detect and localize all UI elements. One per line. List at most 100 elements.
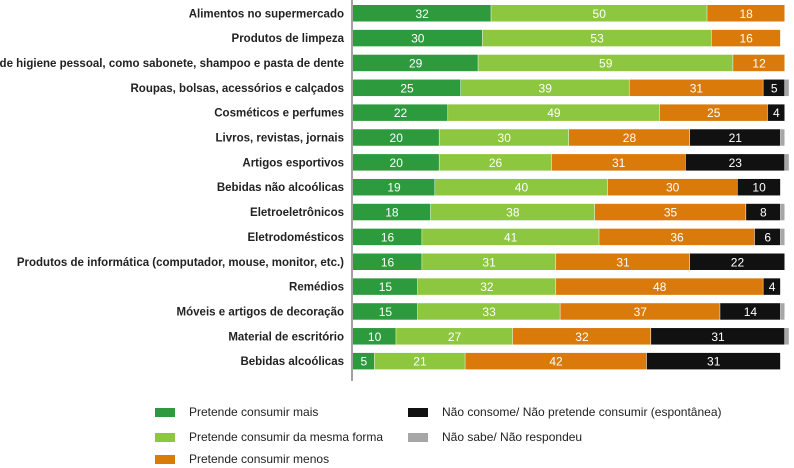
data-label: 41 (504, 230, 518, 244)
data-label: 30 (411, 32, 425, 46)
bar-segment (353, 54, 478, 72)
category-label: Roupas, bolsas, acessórios e calçados (131, 83, 345, 95)
bar-segment (763, 79, 785, 97)
data-label: 31 (616, 255, 630, 269)
data-label: 53 (590, 32, 604, 46)
category-label: Alimentos no supermercado (189, 8, 344, 20)
data-label: 20 (390, 156, 404, 170)
bar-segment (353, 203, 431, 221)
category-label: Artigos esportivos (242, 157, 344, 169)
data-label: 38 (506, 206, 520, 220)
category-label: Bebidas não alcoólicas (217, 182, 344, 194)
data-label: 30 (498, 131, 512, 145)
data-label: 19 (387, 181, 401, 195)
bar-segment (430, 203, 595, 221)
legend-label: Não consome/ Não pretende consumir (espo… (442, 405, 722, 419)
bar-segment (556, 253, 690, 270)
legend-swatch (155, 432, 175, 442)
data-label: 16 (739, 32, 753, 46)
bar-segment (780, 129, 785, 146)
category-label: Bebidas alcoólicas (240, 356, 344, 368)
data-label: 14 (744, 305, 758, 319)
bar-segment (353, 178, 435, 196)
category-label: Produtos de informática (computador, mou… (17, 257, 344, 269)
bar-segment (746, 203, 781, 221)
bar-segment (461, 79, 629, 97)
bar-segment (551, 154, 686, 171)
bar-segment (353, 29, 483, 47)
data-label: 30 (666, 181, 680, 195)
bar-segment (780, 203, 785, 221)
legend-item-consumir-menos: Pretende consumir menos (155, 452, 329, 466)
bar-segment (353, 228, 422, 246)
bar-segment (353, 79, 461, 97)
category-label: Livros, revistas, jornais (216, 133, 344, 145)
legend-item-nao-sabe: Não sabe/ Não respondeu (408, 430, 582, 444)
category-label: Eletroeletrônicos (250, 207, 344, 219)
bar-segment (439, 154, 552, 171)
category-label: Remédios (289, 282, 344, 294)
bar-segment (785, 154, 789, 171)
bar-segment (767, 104, 785, 121)
data-label: 36 (670, 230, 684, 244)
data-label: 22 (731, 255, 745, 269)
data-label: 59 (599, 56, 613, 70)
legend-item-nao-consome: Não consome/ Não pretende consumir (espo… (408, 405, 722, 419)
data-label: 31 (711, 330, 725, 344)
bar-segment (435, 178, 608, 196)
data-label: 21 (729, 131, 743, 145)
bar-segment (448, 104, 660, 121)
bar-segment (711, 29, 781, 47)
category-label: Produtos de higiene pessoal, como sabone… (0, 58, 344, 70)
data-label: 28 (623, 131, 637, 145)
category-label: Eletrodomésticos (248, 232, 345, 244)
data-label: 18 (385, 206, 399, 220)
data-label: 27 (448, 330, 462, 344)
bar-segment (707, 5, 785, 22)
bar-segment (763, 278, 781, 295)
bar-segment (720, 303, 781, 320)
legend-swatch (155, 407, 175, 417)
category-label: Material de escritório (228, 331, 344, 343)
bar-segment (353, 129, 439, 146)
category-labels: Alimentos no supermercado Produtos de lim… (0, 8, 345, 368)
bar-segment (478, 54, 733, 72)
data-label: 12 (752, 56, 766, 70)
data-label: 16 (381, 230, 395, 244)
bar-segment (439, 129, 569, 146)
data-label: 42 (549, 355, 563, 369)
legend-item-mesma-forma: Pretende consumir da mesma forma (155, 430, 383, 444)
bar-segment (685, 154, 785, 171)
bar-segment (353, 154, 439, 171)
data-label: 35 (664, 206, 678, 220)
bar-segment (353, 253, 422, 270)
data-label: 5 (771, 81, 778, 95)
data-label: 21 (413, 355, 427, 369)
bar-segment (754, 228, 781, 246)
bar-segment (646, 352, 781, 370)
data-label: 26 (489, 156, 503, 170)
bar-segment (396, 328, 513, 345)
bar-segment (353, 5, 491, 22)
bar-segment (560, 303, 720, 320)
legend-swatch (408, 407, 428, 417)
data-label: 22 (394, 106, 408, 120)
data-label: 32 (415, 7, 429, 21)
legend-swatch (408, 432, 428, 442)
bar-segment (422, 253, 556, 270)
data-label: 32 (480, 280, 494, 294)
bar-segment (737, 178, 781, 196)
bar-segment (659, 104, 768, 121)
bar-segment (569, 129, 690, 146)
data-label: 25 (400, 81, 414, 95)
bar-segment (422, 228, 599, 246)
bar-segment (353, 303, 418, 320)
bar-segment (353, 278, 418, 295)
data-label: 40 (515, 181, 529, 195)
data-label: 48 (653, 280, 667, 294)
data-label: 15 (379, 305, 393, 319)
bar-segment (689, 129, 781, 146)
category-label: Produtos de limpeza (232, 33, 345, 45)
